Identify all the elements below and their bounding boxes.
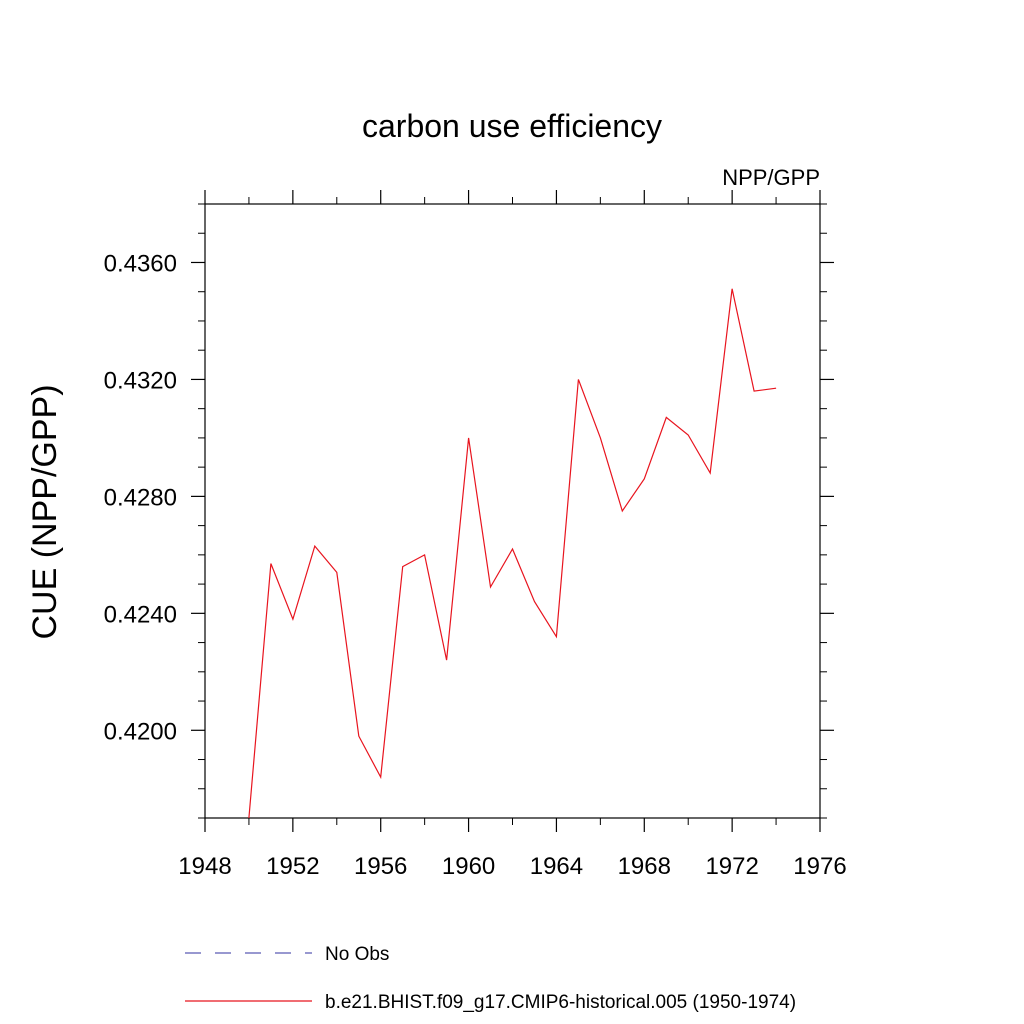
y-tick-label: 0.4320 xyxy=(104,367,177,394)
x-tick-label: 1956 xyxy=(354,853,407,880)
x-tick-label: 1952 xyxy=(266,853,319,880)
x-tick-label: 1972 xyxy=(705,853,758,880)
x-tick-labels: 1948 1952 1956 1960 1964 1968 1972 1976 xyxy=(178,853,846,880)
y-tick-label: 0.4240 xyxy=(104,601,177,628)
y-axis-label: CUE (NPP/GPP) xyxy=(26,384,64,639)
y-tick-label: 0.4360 xyxy=(104,250,177,277)
y-tick-labels: 0.4200 0.4240 0.4280 0.4320 0.4360 xyxy=(104,250,177,745)
chart-subtitle: NPP/GPP xyxy=(722,165,820,190)
plot-frame xyxy=(204,203,821,819)
y-tick-label: 0.4280 xyxy=(104,484,177,511)
series-line-historical xyxy=(248,288,777,819)
x-tick-label: 1960 xyxy=(442,853,495,880)
x-tick-label: 1948 xyxy=(178,853,231,880)
series-lines xyxy=(248,288,777,819)
x-tick-label: 1968 xyxy=(618,853,671,880)
x-tick-label: 1976 xyxy=(793,853,846,880)
legend-no-obs-label: No Obs xyxy=(325,944,389,965)
axis-ticks xyxy=(191,190,834,832)
y-tick-label: 0.4200 xyxy=(104,718,177,745)
legend-historical-label: b.e21.BHIST.f09_g17.CMIP6-historical.005… xyxy=(325,992,796,1013)
chart-title: carbon use efficiency xyxy=(362,108,662,144)
x-tick-label: 1964 xyxy=(530,853,583,880)
legend: No Obs b.e21.BHIST.f09_g17.CMIP6-histori… xyxy=(185,944,796,1013)
